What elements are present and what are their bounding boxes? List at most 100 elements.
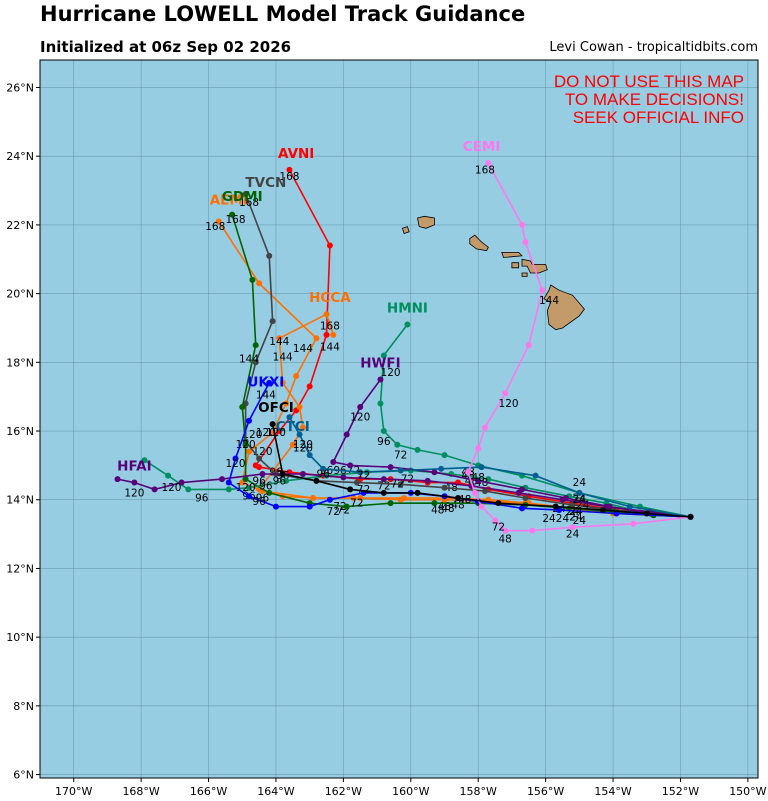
tick-label-lat: 26°N xyxy=(6,81,34,94)
island-big-island xyxy=(543,284,585,331)
track-point xyxy=(245,493,252,500)
tick-label-lat: 10°N xyxy=(6,631,34,644)
track-point xyxy=(225,479,232,486)
island-molokai xyxy=(501,251,523,258)
island-kahoolawe xyxy=(521,272,528,277)
track-point xyxy=(266,379,273,386)
track-point xyxy=(515,489,522,496)
track-point xyxy=(643,510,650,517)
track-point xyxy=(229,211,236,218)
track-point xyxy=(266,252,273,259)
track-point xyxy=(687,513,694,520)
track-point xyxy=(232,455,239,462)
model-name-label: TVCN xyxy=(245,175,286,191)
forecast-hour-label: 24 xyxy=(573,477,587,489)
map-frame xyxy=(39,59,759,779)
track-point xyxy=(306,503,313,510)
model-name-label: HWFI xyxy=(360,355,400,371)
track-point xyxy=(552,503,559,510)
track-point xyxy=(599,507,606,514)
tick-label-lat: 12°N xyxy=(6,562,34,575)
forecast-hour-label: 48 xyxy=(458,494,471,506)
forecast-hour-label: 120 xyxy=(236,482,256,494)
track-point xyxy=(380,428,387,435)
tick-label-lat: 20°N xyxy=(6,288,34,301)
track-point xyxy=(276,428,283,435)
track-point xyxy=(387,464,394,471)
track-point xyxy=(306,383,313,390)
track-point xyxy=(323,331,330,338)
track-point xyxy=(529,527,536,534)
tick-label-lon: 154°W xyxy=(594,785,631,798)
track-point xyxy=(465,469,472,476)
track-point xyxy=(245,417,252,424)
track-point xyxy=(313,477,320,484)
track-point xyxy=(478,464,485,471)
model-name-label: OFCI xyxy=(258,400,294,416)
track-line xyxy=(271,424,691,518)
track-point xyxy=(279,379,286,386)
forecast-hour-label: 48 xyxy=(461,470,474,482)
forecast-hour-label: 48 xyxy=(441,503,454,515)
forecast-hour-label: 72 xyxy=(357,470,370,482)
island-lanai xyxy=(511,262,520,269)
track-point xyxy=(299,424,306,431)
tick-label-lon: 164°W xyxy=(257,785,294,798)
track-point xyxy=(397,481,404,488)
forecast-hour-label: 24 xyxy=(569,511,583,523)
track-point xyxy=(525,342,532,349)
track-point xyxy=(252,462,259,469)
forecast-hour-label: 120 xyxy=(293,439,313,451)
track-point xyxy=(256,280,263,287)
hawaiian-islands xyxy=(401,215,585,331)
tick-label-lat: 14°N xyxy=(6,494,34,507)
model-tracks: 24487296120144168AVNI24487296120144168AE… xyxy=(114,139,694,546)
track-point xyxy=(424,477,431,484)
track-point xyxy=(502,527,509,534)
track-point xyxy=(296,403,303,410)
track-point xyxy=(283,477,290,484)
track-point xyxy=(259,470,266,477)
forecast-hour-label: 96 xyxy=(316,468,330,480)
track-point xyxy=(249,276,256,283)
map-subtitle: Initialized at 06z Sep 02 2026 xyxy=(40,38,292,56)
track-point xyxy=(502,390,509,397)
track-avni: 24487296120144168AVNI xyxy=(252,146,694,520)
forecast-hour-label: 144 xyxy=(293,343,313,355)
forecast-hour-label: 144 xyxy=(273,352,293,364)
forecast-hour-label: 48 xyxy=(438,501,451,513)
track-point xyxy=(576,489,583,496)
model-name-label: CTCI xyxy=(276,419,310,435)
track-point xyxy=(165,472,172,479)
forecast-hour-label: 96 xyxy=(377,436,391,448)
track-point xyxy=(630,520,637,527)
track-point xyxy=(343,431,350,438)
forecast-hour-label: 96 xyxy=(256,492,270,504)
track-point xyxy=(492,517,499,524)
track-point xyxy=(141,457,148,464)
forecast-hour-label: 72 xyxy=(492,522,505,534)
track-point xyxy=(330,458,337,465)
track-point xyxy=(256,455,263,462)
forecast-hour-label: 72 xyxy=(333,501,346,513)
track-point xyxy=(475,445,482,452)
track-line xyxy=(117,473,691,518)
track-line xyxy=(227,382,691,518)
forecast-hour-label: 24 xyxy=(542,513,556,525)
track-point xyxy=(353,479,360,486)
tick-label-lat: 18°N xyxy=(6,356,34,369)
track-point xyxy=(323,311,330,318)
track-point xyxy=(357,403,364,410)
track-point xyxy=(279,470,286,477)
track-point xyxy=(626,503,633,510)
forecast-hour-label: 120 xyxy=(242,429,262,441)
track-point xyxy=(272,503,279,510)
map-title: Hurricane LOWELL Model Track Guidance xyxy=(40,2,526,26)
track-line xyxy=(244,193,691,518)
track-point xyxy=(347,486,354,493)
track-point xyxy=(269,421,276,428)
forecast-hour-label: 144 xyxy=(269,336,289,348)
model-name-label: HCCA xyxy=(309,290,351,306)
track-point xyxy=(380,352,387,359)
